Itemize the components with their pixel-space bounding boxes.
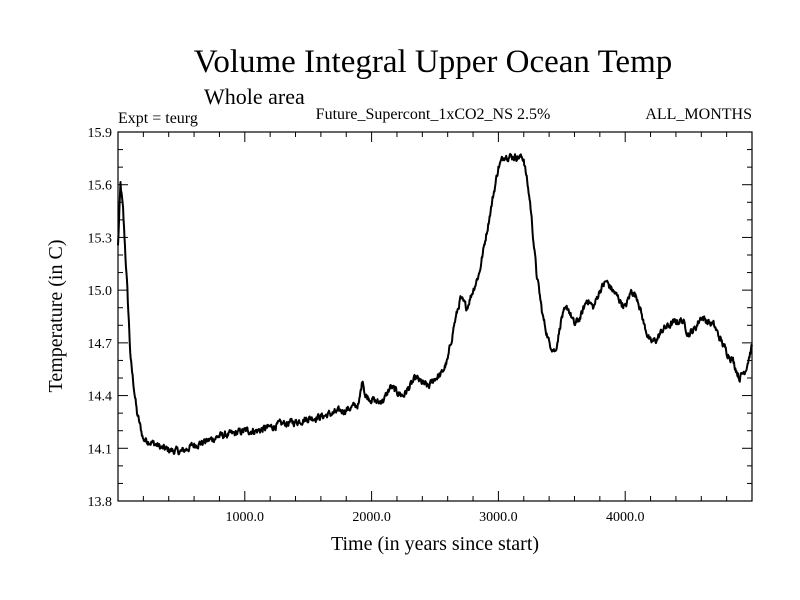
x-tick-label: 3000.0: [479, 510, 518, 525]
y-tick-label: 14.1: [88, 442, 113, 457]
experiment-label: Expt = teurg: [118, 110, 198, 127]
chart-title: Volume Integral Upper Ocean Temp: [194, 44, 672, 80]
x-tick-label: 4000.0: [606, 510, 645, 525]
axis-tick-labels: 1000.0 2000.0 3000.0 4000.0 13.8 14.1 14.4 14.7…: [88, 126, 645, 525]
y-tick-label: 15.6: [88, 179, 113, 194]
x-axis-label: Time (in years since start): [331, 533, 539, 555]
y-tick-label: 15.9: [88, 126, 113, 141]
period-label: ALL_MONTHS: [645, 106, 752, 123]
x-tick-label: 1000.0: [226, 510, 265, 525]
plot-frame: [117, 131, 753, 502]
y-axis-label: Temperature (in C): [45, 240, 67, 393]
axis-ticks: [118, 131, 752, 502]
y-tick-label: 15.0: [88, 284, 113, 299]
y-tick-label: 13.8: [88, 495, 113, 510]
y-tick-label: 14.7: [88, 337, 113, 352]
chart-subtitle: Whole area: [204, 84, 305, 109]
x-tick-label: 2000.0: [352, 510, 391, 525]
y-tick-label: 14.4: [88, 390, 113, 405]
temperature-series-line: [117, 152, 753, 456]
y-tick-label: 15.3: [88, 231, 113, 246]
run-label: Future_Supercont_1xCO2_NS 2.5%: [316, 106, 551, 123]
